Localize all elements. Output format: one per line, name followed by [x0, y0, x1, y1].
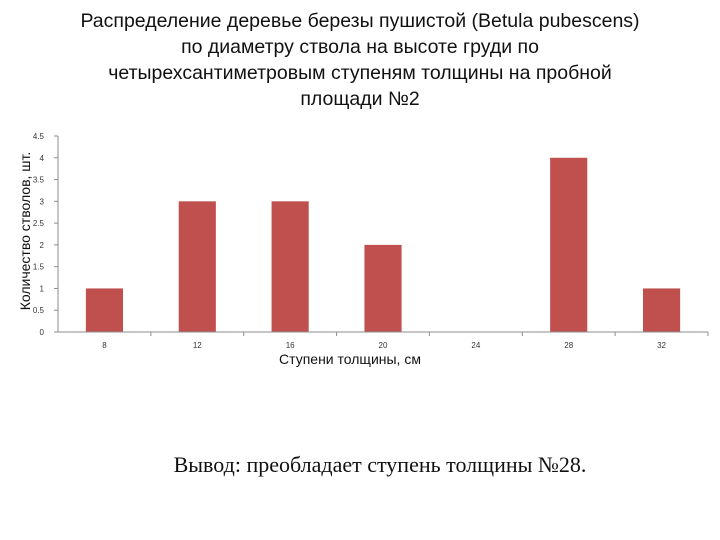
y-tick-label: 3	[40, 197, 45, 206]
y-tick-label: 1	[40, 284, 45, 293]
x-tick-label: 28	[564, 341, 573, 350]
y-tick-label: 4	[40, 154, 45, 163]
chart-title: Распределение деревье березы пушистой (B…	[80, 10, 640, 110]
bar-8	[85, 288, 123, 332]
x-tick-label: 8	[102, 341, 107, 350]
bar-20	[364, 244, 402, 332]
bar-12	[178, 201, 216, 332]
bar-16	[271, 201, 309, 332]
y-axis-label: Количество стволов, шт.	[17, 152, 33, 311]
bar-32	[643, 288, 681, 332]
x-tick-label: 20	[379, 341, 388, 350]
bar-28	[550, 157, 588, 332]
x-tick-label: 32	[657, 341, 666, 350]
x-tick-label: 24	[471, 341, 480, 350]
conclusion-text: Вывод: преобладает ступень толщины №28.	[173, 452, 587, 477]
x-tick-label: 16	[286, 341, 295, 350]
x-axis-label: Ступени толщины, см	[279, 351, 421, 367]
y-tick-label: 3.5	[33, 176, 45, 185]
y-tick-label: 2.5	[33, 219, 45, 228]
y-tick-label: 0	[40, 328, 45, 337]
y-tick-label: 0.5	[33, 306, 45, 315]
y-tick-label: 4.5	[33, 132, 45, 141]
y-tick-label: 1.5	[33, 263, 45, 272]
y-tick-label: 2	[40, 241, 45, 250]
x-tick-label: 12	[193, 341, 202, 350]
